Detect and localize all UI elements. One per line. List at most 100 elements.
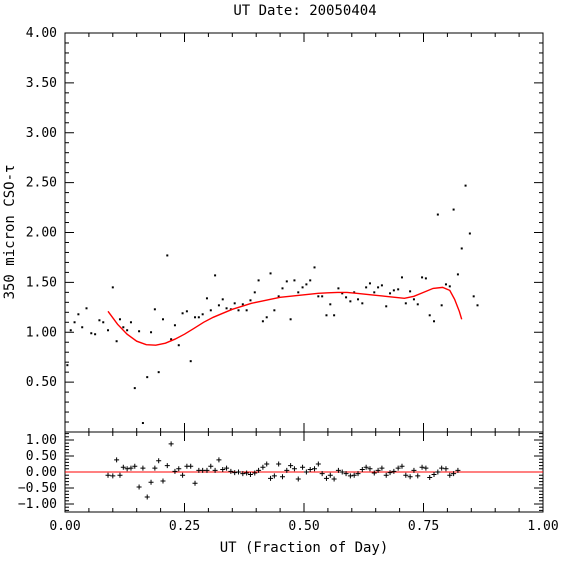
data-point xyxy=(257,279,260,282)
data-point xyxy=(214,274,217,277)
x-tick-label: 0.75 xyxy=(408,519,439,534)
residual-point xyxy=(415,473,421,479)
residual-point xyxy=(276,461,282,467)
residual-point xyxy=(379,465,385,471)
x-tick-label: 0.00 xyxy=(49,519,80,534)
residual-point xyxy=(264,461,270,467)
residual-point xyxy=(327,472,333,478)
residual-point xyxy=(236,469,242,475)
data-point xyxy=(444,283,447,286)
residual-y-tick-labels: −1.00−0.500.000.501.00 xyxy=(18,433,57,512)
data-point xyxy=(349,300,352,303)
data-point xyxy=(194,316,197,319)
residual-point xyxy=(148,479,154,485)
residual-point xyxy=(176,466,182,472)
residual-point xyxy=(256,467,262,473)
residual-point xyxy=(439,465,445,471)
data-point xyxy=(373,291,376,294)
y-tick-label: 3.00 xyxy=(26,126,57,141)
data-point xyxy=(107,329,110,332)
residual-point xyxy=(288,463,294,469)
residual-point xyxy=(315,461,321,467)
data-point xyxy=(233,302,236,305)
data-point xyxy=(305,283,308,286)
residual-point xyxy=(244,470,250,476)
data-point xyxy=(157,371,160,374)
data-point xyxy=(476,304,479,307)
data-point xyxy=(153,308,156,311)
y-tick-label: 2.50 xyxy=(26,176,57,191)
data-point xyxy=(150,331,153,334)
residual-point xyxy=(407,474,413,480)
data-point xyxy=(460,247,463,250)
residual-point xyxy=(427,474,433,480)
x-tick-labels: 0.00 0.25 0.50 0.75 1.00 xyxy=(49,519,558,534)
residual-point xyxy=(232,470,238,476)
data-point xyxy=(177,344,180,347)
residual-points xyxy=(105,441,461,500)
data-point xyxy=(368,282,371,285)
data-point xyxy=(209,309,212,312)
y-tick-label: 2.00 xyxy=(26,226,57,241)
residual-point xyxy=(164,463,170,469)
residual-y-tick-label: 0.00 xyxy=(26,465,57,480)
data-point xyxy=(205,297,208,300)
residual-point xyxy=(204,467,210,473)
residual-point xyxy=(319,471,325,477)
data-point xyxy=(436,213,439,216)
residual-point xyxy=(120,464,126,470)
residual-point xyxy=(200,467,206,473)
residual-point xyxy=(347,473,353,479)
residual-point xyxy=(224,465,230,471)
residual-point xyxy=(284,467,290,473)
data-point xyxy=(452,208,455,211)
top-axis-ticks xyxy=(64,32,544,433)
data-point xyxy=(129,321,132,324)
residual-point xyxy=(367,466,373,472)
top-y-tick-labels: 0.50 1.00 1.50 2.00 2.50 3.00 3.50 4.00 xyxy=(26,26,57,390)
data-point xyxy=(297,291,300,294)
residual-y-tick-label: −0.50 xyxy=(18,481,57,496)
data-point xyxy=(161,318,164,321)
y-tick-label: 4.00 xyxy=(26,26,57,41)
residual-point xyxy=(307,466,313,472)
residual-point xyxy=(343,471,349,477)
residual-point xyxy=(208,463,214,469)
data-point xyxy=(265,316,268,319)
data-point xyxy=(111,286,114,289)
data-point xyxy=(333,314,336,317)
data-point xyxy=(170,338,173,341)
data-point xyxy=(433,320,436,323)
residual-point xyxy=(105,472,111,478)
residual-point xyxy=(339,469,345,475)
data-point xyxy=(237,309,240,312)
y-tick-label: 0.50 xyxy=(26,375,57,390)
data-point xyxy=(309,279,312,282)
residual-point xyxy=(228,468,234,474)
residual-point xyxy=(160,478,166,484)
residual-point xyxy=(447,472,453,478)
residual-point xyxy=(295,476,301,482)
data-point xyxy=(69,329,72,332)
residual-point xyxy=(303,469,309,475)
residual-point xyxy=(399,463,405,469)
residual-point xyxy=(323,475,329,481)
residual-point xyxy=(240,471,246,477)
data-point xyxy=(126,329,129,332)
data-point xyxy=(293,279,296,282)
x-axis-title: UT (Fraction of Day) xyxy=(220,540,389,556)
residual-point xyxy=(411,467,417,473)
data-point xyxy=(122,326,125,329)
data-point xyxy=(341,292,344,295)
data-point xyxy=(241,303,244,306)
residual-point xyxy=(247,472,253,478)
x-tick-label: 1.00 xyxy=(527,519,558,534)
data-point xyxy=(133,387,136,390)
residual-point xyxy=(124,466,130,472)
residual-point xyxy=(371,470,377,476)
data-point xyxy=(90,332,93,335)
residual-point xyxy=(172,468,178,474)
data-point xyxy=(392,289,395,292)
residual-point xyxy=(279,474,285,480)
data-point xyxy=(73,321,76,324)
